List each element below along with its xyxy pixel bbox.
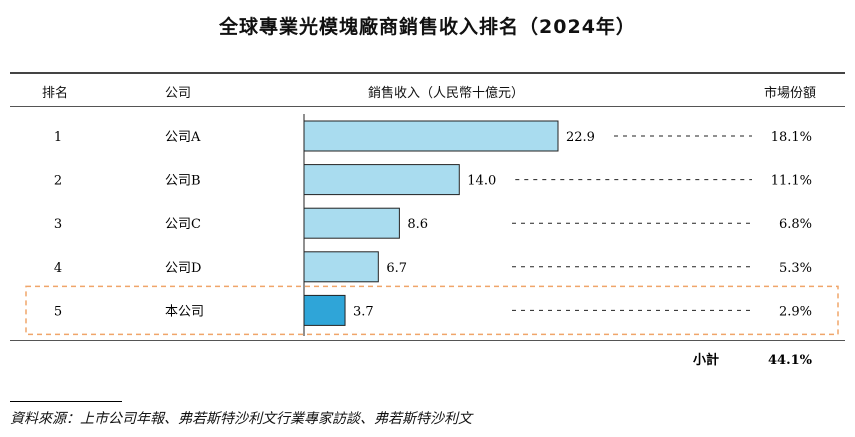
- company-label: 公司B: [165, 174, 201, 189]
- bar: [303, 120, 559, 152]
- column-header-company: 公司: [165, 86, 192, 101]
- chart-title: 全球專業光模塊廠商銷售收入排名（2024年）: [219, 16, 636, 38]
- rank-label: 2: [54, 174, 62, 189]
- column-header-rank: 排名: [42, 86, 69, 101]
- value-label: 14.0: [467, 174, 496, 189]
- rank-label: 5: [54, 304, 62, 319]
- column-header-share: 市場份額: [764, 86, 817, 101]
- bottom-rule: [10, 340, 845, 341]
- company-label: 公司A: [165, 130, 201, 145]
- subtotal-value: 44.1%: [768, 353, 813, 368]
- highlight-box: [25, 285, 839, 336]
- value-label: 6.7: [386, 261, 407, 276]
- share-label: 6.8%: [779, 217, 812, 232]
- footnote-rule: [10, 401, 122, 402]
- source-note: 資料來源：上市公司年報、弗若斯特沙利文行業專家訪談、弗若斯特沙利文: [10, 411, 472, 427]
- value-label: 22.9: [566, 130, 595, 145]
- company-label: 公司C: [165, 217, 201, 232]
- value-label: 8.6: [407, 217, 428, 232]
- value-label: 3.7: [353, 304, 374, 319]
- rank-label: 3: [54, 217, 62, 232]
- header-rule: [10, 106, 845, 107]
- company-label: 公司D: [165, 261, 201, 276]
- rank-label: 1: [54, 130, 62, 145]
- share-label: 5.3%: [779, 261, 812, 276]
- bar: [303, 294, 346, 326]
- bar: [303, 251, 379, 283]
- column-header-revenue: 銷售收入（人民幣十億元）: [368, 86, 525, 101]
- rank-label: 4: [54, 261, 62, 276]
- bar: [303, 164, 460, 196]
- company-label: 本公司: [165, 304, 204, 319]
- subtotal-label: 小計: [693, 352, 719, 368]
- bar: [303, 207, 400, 239]
- top-rule: [10, 72, 845, 74]
- share-label: 11.1%: [771, 174, 812, 189]
- share-label: 2.9%: [779, 304, 812, 319]
- share-label: 18.1%: [771, 130, 812, 145]
